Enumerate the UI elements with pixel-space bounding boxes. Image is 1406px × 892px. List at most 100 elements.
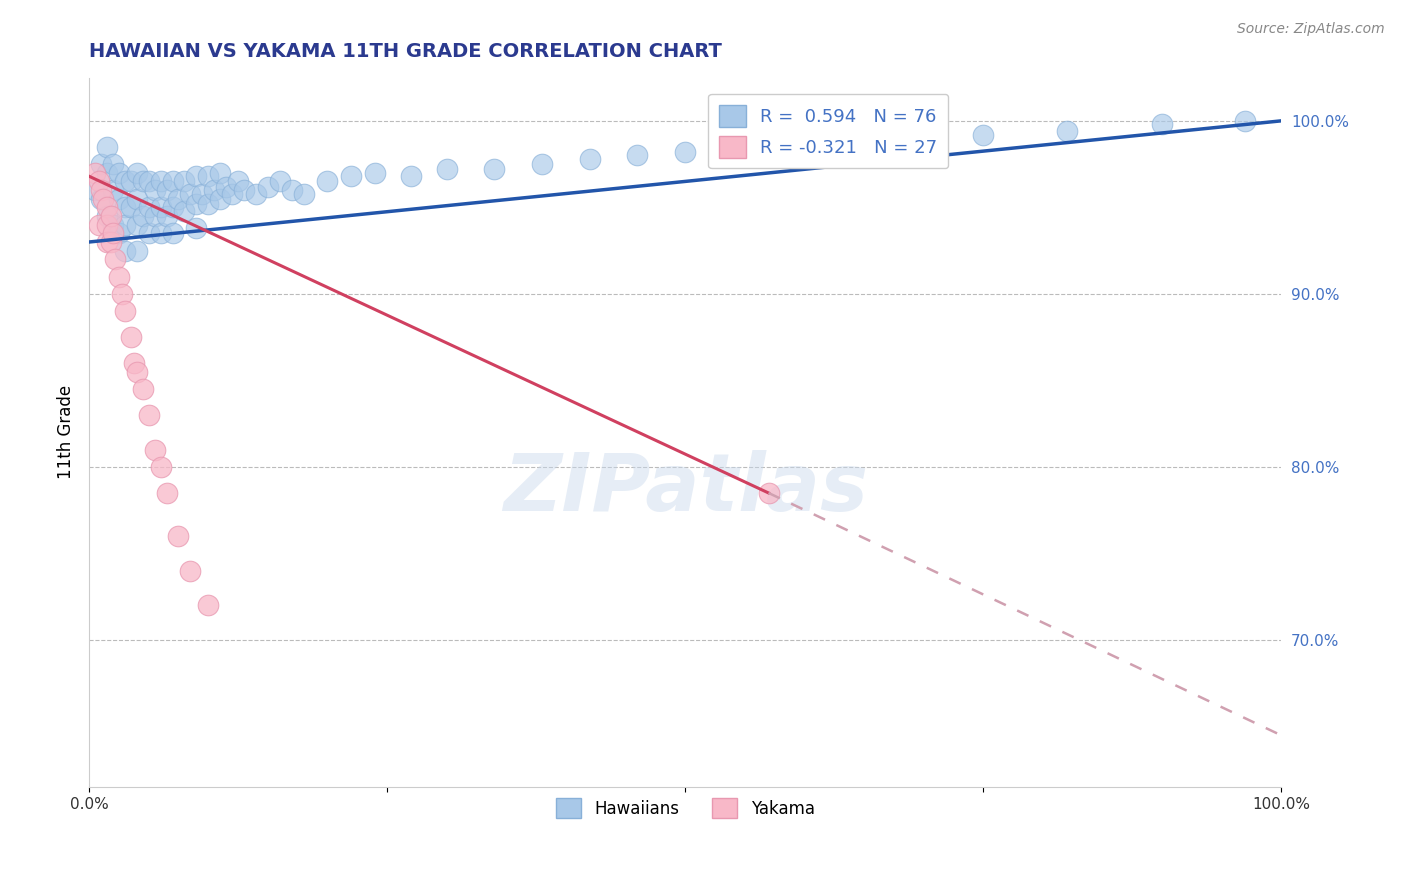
Point bbox=[817, 135, 839, 149]
Text: HAWAIIAN VS YAKAMA 11TH GRADE CORRELATION CHART: HAWAIIAN VS YAKAMA 11TH GRADE CORRELATIO… bbox=[89, 42, 721, 61]
Point bbox=[149, 460, 172, 475]
Point bbox=[84, 183, 107, 197]
Point bbox=[108, 269, 131, 284]
Point bbox=[186, 197, 208, 211]
Point bbox=[1056, 124, 1078, 138]
Point bbox=[114, 244, 136, 258]
Point bbox=[191, 186, 214, 201]
Point bbox=[197, 599, 219, 613]
Point bbox=[120, 330, 142, 344]
Point bbox=[245, 186, 267, 201]
Point bbox=[149, 201, 172, 215]
Point bbox=[202, 183, 225, 197]
Point bbox=[96, 218, 118, 232]
Point bbox=[186, 169, 208, 184]
Point bbox=[111, 287, 134, 301]
Point bbox=[436, 162, 458, 177]
Point bbox=[340, 169, 363, 184]
Point bbox=[143, 442, 166, 457]
Point bbox=[149, 174, 172, 188]
Point bbox=[173, 174, 195, 188]
Point bbox=[101, 183, 124, 197]
Point bbox=[132, 209, 155, 223]
Point bbox=[108, 227, 131, 241]
Point bbox=[108, 166, 131, 180]
Point bbox=[87, 174, 110, 188]
Point bbox=[673, 145, 696, 159]
Point bbox=[143, 183, 166, 197]
Point bbox=[125, 166, 148, 180]
Point bbox=[257, 179, 280, 194]
Point bbox=[186, 221, 208, 235]
Point bbox=[96, 235, 118, 249]
Y-axis label: 11th Grade: 11th Grade bbox=[58, 385, 75, 479]
Point bbox=[578, 152, 600, 166]
Point bbox=[167, 192, 190, 206]
Point bbox=[90, 192, 112, 206]
Point bbox=[399, 169, 422, 184]
Point bbox=[87, 218, 110, 232]
Point bbox=[90, 157, 112, 171]
Point bbox=[104, 252, 127, 267]
Point bbox=[221, 186, 243, 201]
Point bbox=[626, 148, 648, 162]
Point bbox=[292, 186, 315, 201]
Point bbox=[93, 192, 115, 206]
Point bbox=[120, 174, 142, 188]
Point bbox=[484, 162, 506, 177]
Point bbox=[84, 166, 107, 180]
Point bbox=[132, 382, 155, 396]
Point bbox=[96, 140, 118, 154]
Point bbox=[1234, 113, 1257, 128]
Point bbox=[269, 174, 291, 188]
Point bbox=[179, 564, 201, 578]
Point bbox=[125, 365, 148, 379]
Point bbox=[149, 227, 172, 241]
Point bbox=[1150, 117, 1173, 131]
Point bbox=[124, 356, 146, 370]
Text: Source: ZipAtlas.com: Source: ZipAtlas.com bbox=[1237, 22, 1385, 37]
Point bbox=[889, 131, 911, 145]
Point bbox=[100, 235, 122, 249]
Point bbox=[745, 140, 768, 154]
Point bbox=[96, 166, 118, 180]
Point bbox=[167, 529, 190, 543]
Point bbox=[197, 197, 219, 211]
Point bbox=[100, 209, 122, 223]
Point bbox=[114, 218, 136, 232]
Point bbox=[162, 227, 184, 241]
Point bbox=[155, 183, 177, 197]
Point bbox=[316, 174, 339, 188]
Point bbox=[101, 227, 124, 241]
Point bbox=[531, 157, 554, 171]
Point bbox=[138, 174, 160, 188]
Point bbox=[138, 201, 160, 215]
Point bbox=[155, 209, 177, 223]
Point bbox=[162, 174, 184, 188]
Point bbox=[90, 183, 112, 197]
Point bbox=[972, 128, 994, 142]
Text: ZIPatlas: ZIPatlas bbox=[502, 450, 868, 528]
Point bbox=[758, 486, 780, 500]
Point bbox=[197, 169, 219, 184]
Point bbox=[125, 244, 148, 258]
Point bbox=[120, 201, 142, 215]
Point bbox=[179, 186, 201, 201]
Legend: Hawaiians, Yakama: Hawaiians, Yakama bbox=[548, 791, 821, 825]
Point bbox=[108, 192, 131, 206]
Point bbox=[233, 183, 256, 197]
Point bbox=[364, 166, 387, 180]
Point bbox=[209, 192, 232, 206]
Point bbox=[155, 486, 177, 500]
Point bbox=[143, 209, 166, 223]
Point bbox=[125, 218, 148, 232]
Point bbox=[162, 201, 184, 215]
Point bbox=[280, 183, 302, 197]
Point bbox=[96, 201, 118, 215]
Point bbox=[114, 201, 136, 215]
Point bbox=[209, 166, 232, 180]
Point bbox=[215, 179, 238, 194]
Point bbox=[114, 174, 136, 188]
Point bbox=[138, 408, 160, 422]
Point bbox=[132, 174, 155, 188]
